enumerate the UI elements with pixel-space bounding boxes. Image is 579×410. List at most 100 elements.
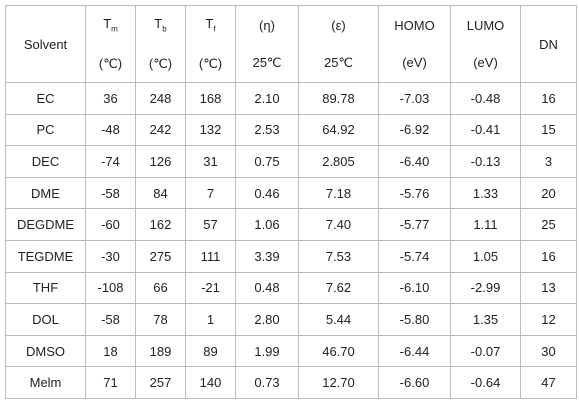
table-cell: 1.06: [235, 208, 299, 241]
table-cell: -60: [85, 208, 136, 241]
header-label: Solvent: [23, 36, 68, 52]
table-cell: 1.33: [450, 176, 521, 210]
table-cell: DOL: [5, 303, 86, 336]
table-cell: 57: [185, 208, 236, 241]
table-row: DME -58 84 7 0.46 7.18 -5.76 1.33 20: [5, 176, 577, 210]
table-row: DEC -74 126 31 0.75 2.805 -6.40 -0.13 3: [5, 145, 577, 178]
table-cell: -6.40: [378, 145, 451, 178]
header-subscript: f: [213, 24, 216, 34]
table-row: DOL -58 78 1 2.80 5.44 -5.80 1.35 12: [5, 303, 577, 336]
table-cell: 66: [135, 271, 186, 305]
table-cell: -5.74: [378, 239, 451, 273]
header-symbol: (ε): [331, 17, 346, 33]
table-row: DEGDME -60 162 57 1.06 7.40 -5.77 1.11 25: [5, 208, 577, 241]
table-cell: 111: [185, 239, 236, 273]
header-row: Solvent Tm (℃) Tb (℃) Tf (℃) (η) 25℃ (ε) 25℃ HOMO (e…: [5, 5, 577, 83]
header-symbol-line: Tm: [86, 16, 135, 34]
header-cell: Tb (℃): [135, 5, 186, 83]
header-unit: (℃): [198, 55, 223, 71]
table-cell: 7.62: [298, 271, 379, 305]
table-cell: 78: [135, 303, 186, 336]
table-cell: -58: [85, 303, 136, 336]
table-cell: 30: [520, 334, 577, 368]
table-row: Melm 71 257 140 0.73 12.70 -6.60 -0.64 47: [5, 366, 577, 399]
table-cell: 2.805: [298, 145, 379, 178]
table-cell: 3.39: [235, 239, 299, 273]
table-cell: 168: [185, 82, 236, 115]
table-cell: 0.73: [235, 366, 299, 399]
header-symbol: HOMO: [394, 18, 435, 33]
table-cell: 7.18: [298, 176, 379, 210]
header-symbol-line: (η): [236, 18, 298, 33]
header-cell: LUMO (eV): [450, 5, 521, 83]
table-cell: 275: [135, 239, 186, 273]
header-symbol-line: Tf: [186, 16, 235, 34]
table-cell: 1.05: [450, 239, 521, 273]
table-cell: 15: [520, 113, 577, 147]
header-unit: (eV): [402, 55, 427, 70]
header-cell: Tf (℃): [185, 5, 236, 83]
solvent-table: Solvent Tm (℃) Tb (℃) Tf (℃) (η) 25℃ (ε) 25℃ HOMO (e…: [5, 5, 577, 399]
header-label: DN: [539, 36, 558, 52]
table-cell: -21: [185, 271, 236, 305]
table-cell: -6.10: [378, 271, 451, 305]
table-cell: 162: [135, 208, 186, 241]
table-cell: TEGDME: [5, 239, 86, 273]
table-cell: -6.92: [378, 113, 451, 147]
table-cell: 31: [185, 145, 236, 178]
table-cell: -5.77: [378, 208, 451, 241]
table-cell: -5.76: [378, 176, 451, 210]
table-cell: 248: [135, 82, 186, 115]
table-cell: EC: [5, 82, 86, 115]
table-cell: 25: [520, 208, 577, 241]
table-cell: -6.60: [378, 366, 451, 399]
table-cell: 16: [520, 82, 577, 115]
table-cell: 1: [185, 303, 236, 336]
table-cell: 242: [135, 113, 186, 147]
table-cell: PC: [5, 113, 86, 147]
table-cell: DEC: [5, 145, 86, 178]
table-row: EC 36 248 168 2.10 89.78 -7.03 -0.48 16: [5, 82, 577, 115]
table-row: PC -48 242 132 2.53 64.92 -6.92 -0.41 15: [5, 113, 577, 147]
table-cell: 2.10: [235, 82, 299, 115]
table-cell: -30: [85, 239, 136, 273]
table-cell: -48: [85, 113, 136, 147]
table-cell: 64.92: [298, 113, 379, 147]
header-cell: HOMO (eV): [378, 5, 451, 83]
table-cell: 36: [85, 82, 136, 115]
table-cell: 0.48: [235, 271, 299, 305]
header-symbol-line: (ε): [299, 18, 378, 33]
table-row: DMSO 18 189 89 1.99 46.70 -6.44 -0.07 30: [5, 334, 577, 368]
table-cell: 5.44: [298, 303, 379, 336]
header-symbol-line: LUMO: [451, 18, 520, 33]
header-symbol: LUMO: [466, 18, 505, 33]
table-cell: 7.53: [298, 239, 379, 273]
table-cell: -0.13: [450, 145, 521, 178]
table-cell: 16: [520, 239, 577, 273]
header-symbol: (η): [259, 17, 275, 33]
table-cell: 2.53: [235, 113, 299, 147]
header-unit: (eV): [473, 55, 498, 70]
header-symbol: T: [154, 16, 163, 32]
header-cell: Solvent: [5, 5, 86, 83]
table-cell: 7.40: [298, 208, 379, 241]
table-cell: -6.44: [378, 334, 451, 368]
table-cell: 0.75: [235, 145, 299, 178]
table-cell: 89: [185, 334, 236, 368]
header-subscript: b: [162, 24, 167, 34]
table-cell: 257: [135, 366, 186, 399]
table-cell: 1.35: [450, 303, 521, 336]
table-cell: 0.46: [235, 176, 299, 210]
table-cell: 12: [520, 303, 577, 336]
table-body: EC 36 248 168 2.10 89.78 -7.03 -0.48 16 PC -48 242 1…: [5, 82, 577, 399]
table-cell: 1.11: [450, 208, 521, 241]
header-symbol-line: HOMO: [379, 18, 450, 33]
table-cell: -5.80: [378, 303, 451, 336]
header-symbol: T: [205, 16, 214, 32]
table-cell: DME: [5, 176, 86, 210]
table-cell: 3: [520, 145, 577, 178]
table-cell: -108: [85, 271, 136, 305]
table-cell: 71: [85, 366, 136, 399]
header-cell: (ε) 25℃: [298, 5, 379, 83]
